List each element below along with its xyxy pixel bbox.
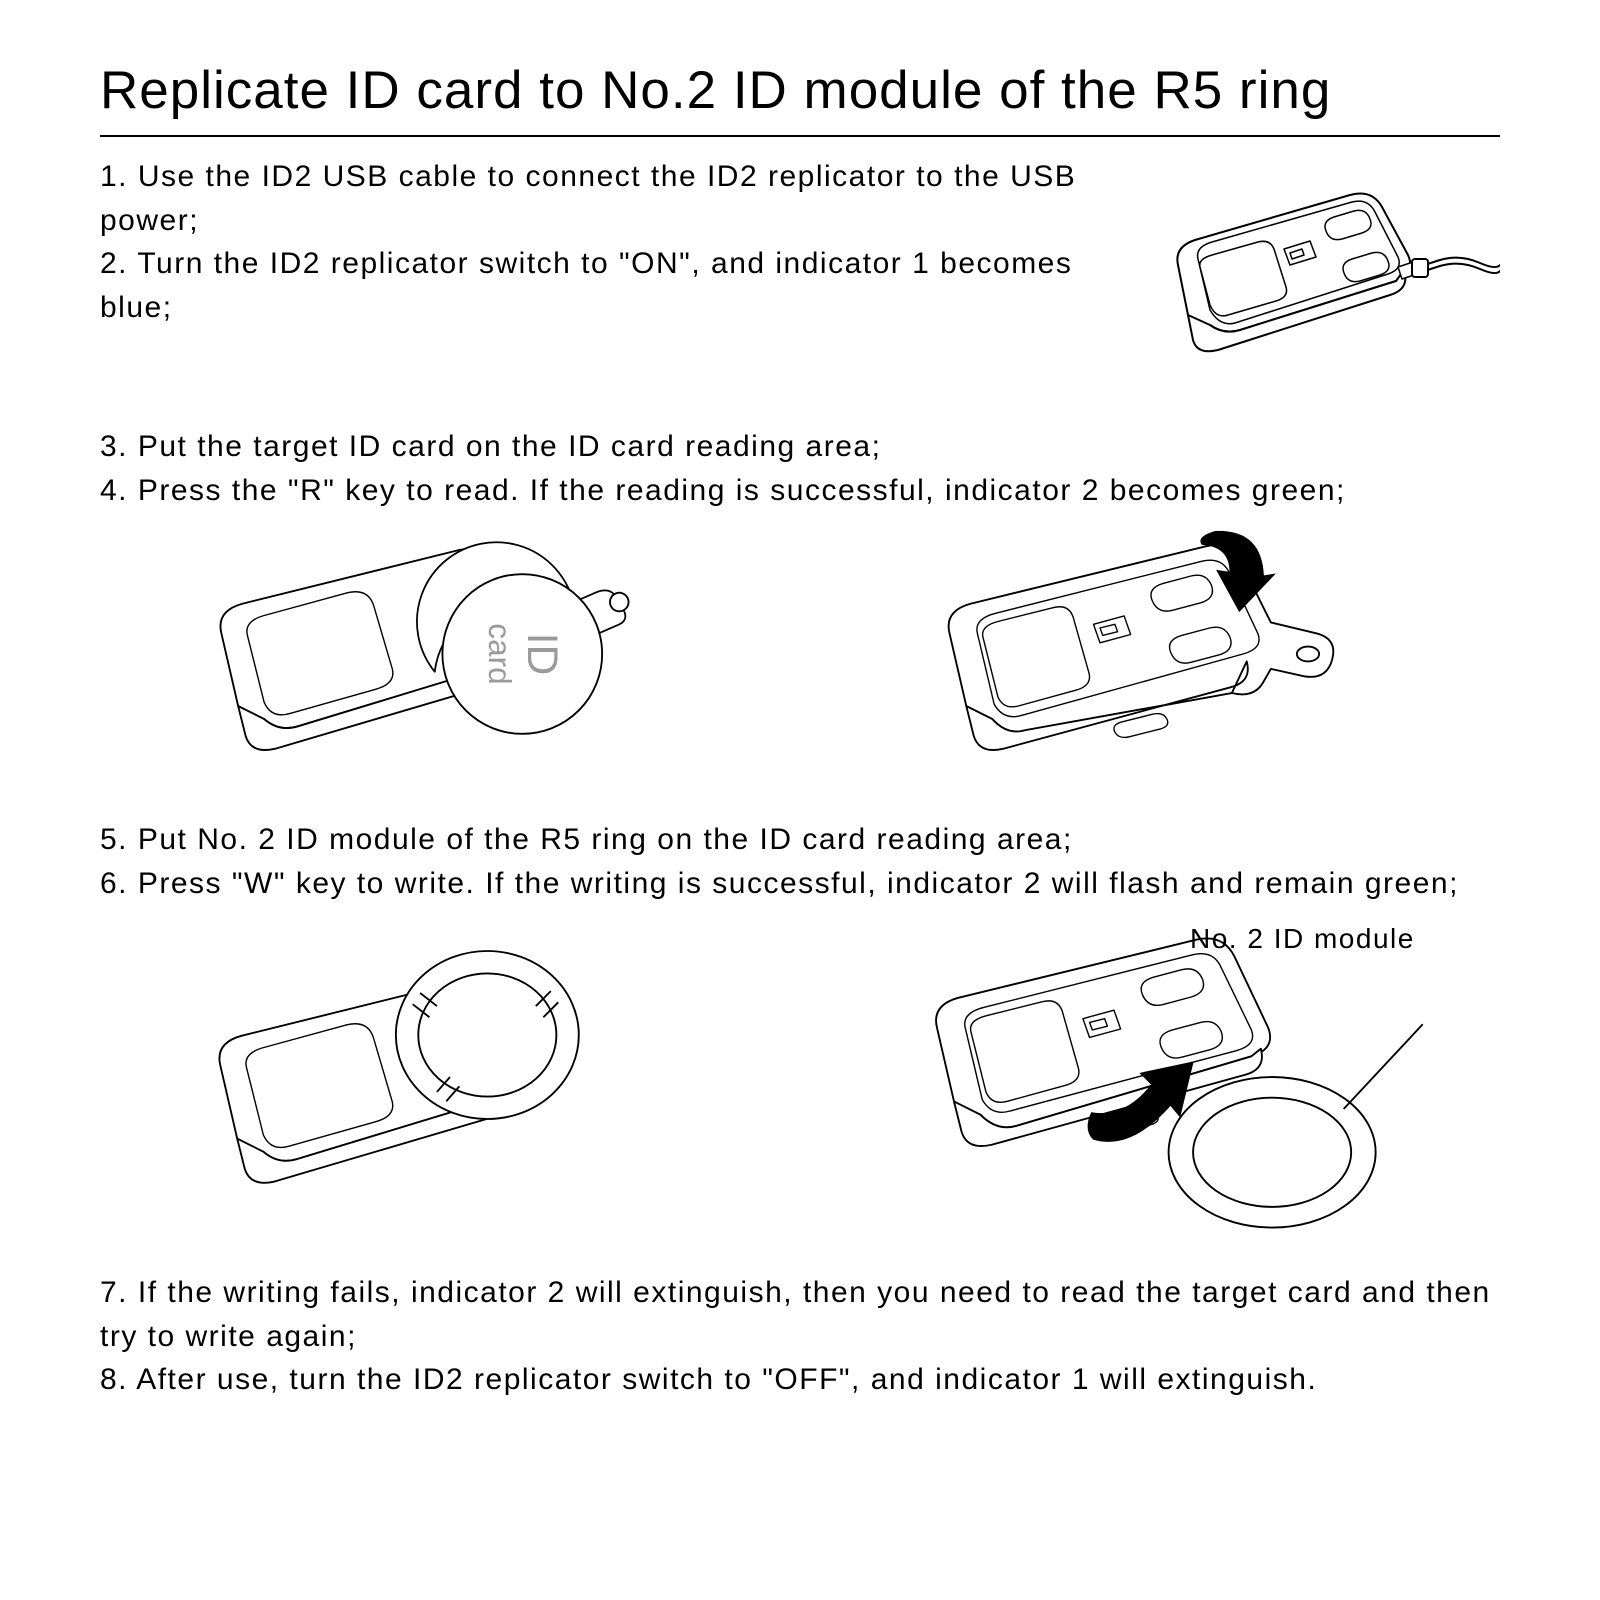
figure-ring-on-reader [100, 937, 744, 1217]
idcard-label-id: ID [518, 633, 566, 676]
steps-5-6: 5. Put No. 2 ID module of the R5 ring on… [100, 818, 1500, 905]
figure-device-usb [1140, 155, 1500, 385]
module-annotation: No. 2 ID module [1190, 923, 1510, 955]
page-title: Replicate ID card to No.2 ID module of t… [100, 60, 1500, 137]
step-8: 8. After use, turn the ID2 replicator sw… [100, 1358, 1500, 1402]
step-7: 7. If the writing fails, indicator 2 wil… [100, 1271, 1500, 1358]
steps-7-8: 7. If the writing fails, indicator 2 wil… [100, 1271, 1500, 1402]
steps-1-2: 1. Use the ID2 USB cable to connect the … [100, 155, 1110, 329]
step-1: 1. Use the ID2 USB cable to connect the … [100, 155, 1110, 242]
step-3: 3. Put the target ID card on the ID card… [100, 425, 1500, 469]
steps-3-4: 3. Put the target ID card on the ID card… [100, 425, 1500, 512]
figure-press-r [856, 524, 1500, 784]
step-5: 5. Put No. 2 ID module of the R5 ring on… [100, 818, 1500, 862]
step-4: 4. Press the "R" key to read. If the rea… [100, 469, 1500, 513]
step-2: 2. Turn the ID2 replicator switch to "ON… [100, 242, 1110, 329]
figure-press-w-ring: No. 2 ID module [856, 917, 1500, 1237]
figure-idcard-on-reader: ID card [100, 524, 744, 784]
idcard-label-card: card [482, 623, 518, 684]
step-6: 6. Press "W" key to write. If the writin… [100, 862, 1500, 906]
